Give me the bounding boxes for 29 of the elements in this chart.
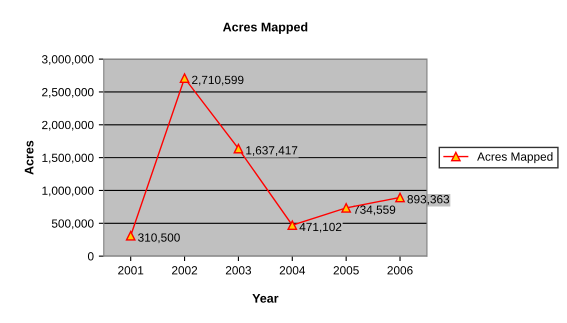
y-axis-title: Acres xyxy=(24,140,34,175)
y-tick-label: 2,000,000 xyxy=(42,120,94,131)
x-tick-label: 2002 xyxy=(172,266,198,275)
y-tick-label: 1,500,000 xyxy=(42,154,94,164)
point xyxy=(126,230,136,241)
x-tick-label: 2003 xyxy=(226,266,252,275)
y-tick-label: 1,000,000 xyxy=(42,186,94,196)
data-label: 310,500 xyxy=(138,233,180,244)
data-label: 893,363 xyxy=(407,195,450,205)
y-tick-label: 500,000 xyxy=(52,219,94,230)
data-label: 734,559 xyxy=(354,205,396,216)
point xyxy=(287,220,298,230)
point xyxy=(395,192,405,202)
data-label: 471,102 xyxy=(300,222,342,233)
x-tick-label: 2001 xyxy=(118,266,144,275)
y-tick-label: 2,500,000 xyxy=(42,88,94,98)
point xyxy=(234,144,244,154)
y-tick-label: 3,000,000 xyxy=(42,55,94,65)
y-tick-label: 0 xyxy=(88,252,94,261)
x-axis-title: Year xyxy=(252,294,278,303)
point xyxy=(180,73,190,83)
x-tick-label: 2005 xyxy=(334,266,359,275)
data-label: 1,637,417 xyxy=(246,146,298,156)
x-tick-label: 2004 xyxy=(280,266,306,275)
legend-label: Acres Mapped xyxy=(477,152,552,164)
point xyxy=(341,203,352,213)
data-label: 2,710,599 xyxy=(192,76,244,86)
chart-title: Acres Mapped xyxy=(222,22,308,34)
x-tick-label: 2006 xyxy=(387,266,413,275)
